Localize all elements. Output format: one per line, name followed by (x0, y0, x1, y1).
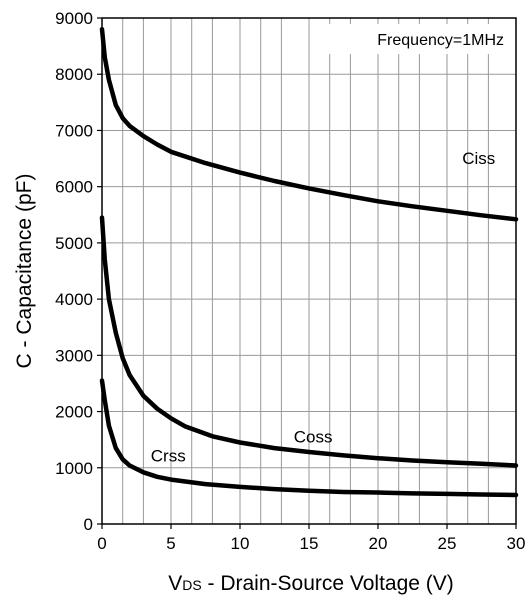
y-tick-label: 0 (84, 515, 93, 534)
frequency-annotation: Frequency=1MHz (377, 32, 504, 49)
y-tick-label: 7000 (55, 121, 93, 140)
y-tick-label: 6000 (55, 178, 93, 197)
x-tick-label: 30 (507, 534, 526, 553)
y-tick-label: 8000 (55, 65, 93, 84)
x-tick-label: 15 (300, 534, 319, 553)
y-axis-title: C - Capacitance (pF) (13, 174, 36, 369)
x-tick-label: 20 (369, 534, 388, 553)
curves (99, 26, 519, 498)
x-tick-label: 0 (97, 534, 106, 553)
x-axis-title-main: V (168, 572, 182, 595)
series-line-coss (99, 215, 519, 468)
x-axis-title-rest: - Drain-Source Voltage (V) (202, 572, 454, 595)
series-line-ciss (99, 26, 519, 222)
series-label-crss: Crss (151, 447, 186, 466)
y-tick-label: 9000 (55, 9, 93, 28)
annotation-box (318, 24, 508, 54)
series-label-ciss: Ciss (462, 149, 495, 168)
x-tick-label: 25 (438, 534, 457, 553)
x-axis-title: VDS - Drain-Source Voltage (V) (168, 572, 454, 595)
x-tick-label: 10 (231, 534, 250, 553)
y-tick-label: 4000 (55, 290, 93, 309)
y-tick-label: 3000 (55, 346, 93, 365)
x-tick-label: 5 (166, 534, 175, 553)
ticks: 0 1000 2000 3000 4000 5000 6000 7000 8000 9000 0 5 1… (55, 9, 525, 553)
y-tick-label: 2000 (55, 403, 93, 422)
y-tick-label: 1000 (55, 459, 93, 478)
x-axis-title-sub: DS (182, 577, 201, 593)
y-tick-label: 5000 (55, 234, 93, 253)
series-line-crss (99, 378, 519, 498)
series-labels: Ciss Coss Crss (151, 149, 496, 465)
series-label-coss: Coss (294, 427, 333, 446)
